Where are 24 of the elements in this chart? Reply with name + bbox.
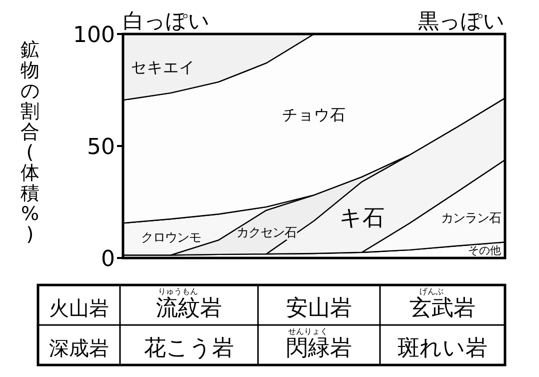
text: 斑れい岩 [398,336,488,361]
text: りゅうもん [158,287,198,296]
text: 閃緑岩 [286,336,352,361]
text: 白っぽい [123,9,210,33]
text: 黒っぽい [418,9,505,33]
series-label: クロウンモ [140,229,201,244]
text: 花こう岩 [144,336,234,361]
series-label: カクセン石 [236,224,296,240]
y-tick-label: 100 [73,23,115,48]
text: 流紋岩 [156,296,222,321]
text: 深成岩 [49,336,109,360]
series-label: セキエイ [131,58,195,76]
y-tick-label: 0 [101,247,115,272]
series-label: チョウ石 [282,106,346,124]
text: せんりょく [288,327,328,336]
series-label: キ石 [339,206,384,231]
y-tick-label: 50 [87,135,115,160]
text: 玄武岩 [410,296,476,321]
text: げんぶ [420,287,444,296]
text: 安山岩 [286,296,352,321]
series-label: その他 [468,244,501,257]
text: 火山岩 [49,296,109,320]
series-label: カンラン石 [441,210,501,225]
y-axis-title: 鉱物の割合(体積%) [20,39,40,246]
